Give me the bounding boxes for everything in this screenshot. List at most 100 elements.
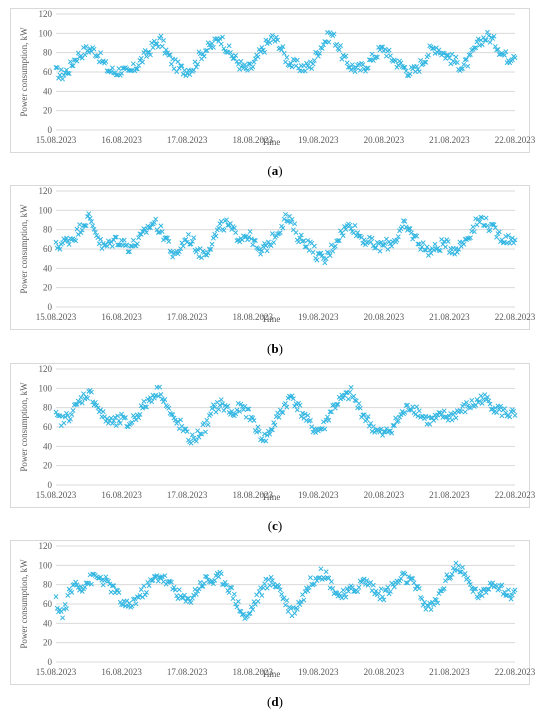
x-axis-title: Time <box>262 669 281 679</box>
data-point <box>486 33 492 39</box>
data-point-marker <box>357 67 363 73</box>
data-point-marker <box>174 69 180 75</box>
data-point <box>158 392 164 397</box>
data-point-marker <box>81 45 86 50</box>
data-point-marker <box>265 239 271 245</box>
data-point-marker <box>251 599 257 605</box>
data-point-marker <box>509 592 515 598</box>
data-point-marker <box>141 398 147 404</box>
data-point-marker <box>311 57 317 63</box>
data-point <box>73 579 79 585</box>
data-point-marker <box>167 52 173 58</box>
data-point-marker <box>271 420 277 426</box>
data-point-marker <box>149 578 155 584</box>
data-point-marker <box>108 239 114 244</box>
data-point-marker <box>349 62 355 68</box>
data-point-marker <box>411 580 417 586</box>
data-point <box>499 413 505 419</box>
data-point-marker <box>182 592 187 598</box>
data-point <box>158 223 164 229</box>
data-point <box>460 564 465 570</box>
data-point-marker <box>508 596 514 602</box>
data-point-marker <box>356 584 362 590</box>
data-point-marker <box>436 47 442 53</box>
data-point-marker <box>227 50 233 55</box>
data-point <box>328 409 334 415</box>
data-point-marker <box>231 591 237 597</box>
data-point-marker <box>82 223 88 228</box>
data-point <box>53 594 59 600</box>
data-point-marker <box>98 50 104 56</box>
data-point-marker <box>229 585 235 591</box>
data-point-marker <box>474 39 480 45</box>
data-point-marker <box>403 403 409 408</box>
data-point-marker <box>234 604 240 610</box>
data-point-marker <box>462 409 468 415</box>
data-point-marker <box>277 230 283 236</box>
data-point-marker <box>369 428 375 434</box>
data-point-marker <box>255 54 261 60</box>
data-point-marker <box>272 584 278 590</box>
y-tick-label: 60 <box>43 422 53 432</box>
data-point-marker <box>98 407 104 413</box>
data-point <box>138 403 144 409</box>
data-point-marker <box>64 235 69 241</box>
data-point-marker <box>205 250 211 256</box>
data-point-marker <box>65 592 71 598</box>
caption-a: (a) <box>267 163 283 178</box>
data-point <box>427 247 433 253</box>
data-point-marker <box>415 413 421 419</box>
data-point-marker <box>129 603 135 609</box>
data-point <box>328 579 334 585</box>
data-point <box>210 402 216 408</box>
data-point <box>433 597 439 603</box>
data-point-marker <box>264 432 270 438</box>
data-point-marker <box>373 245 379 251</box>
chart-panel-c <box>10 363 530 508</box>
data-point-marker <box>360 412 366 418</box>
data-point-marker <box>58 67 64 73</box>
data-point-marker <box>153 41 159 46</box>
data-point-marker <box>380 242 385 248</box>
data-point-marker <box>406 226 412 232</box>
data-point-marker <box>332 405 338 411</box>
x-axis-title: Time <box>262 137 281 147</box>
data-point-marker <box>252 56 258 62</box>
data-point-marker <box>306 65 312 71</box>
data-point-marker <box>186 595 191 601</box>
data-point-marker <box>103 574 109 580</box>
data-point <box>191 592 197 598</box>
x-tick-label: 16.08.2023 <box>101 490 142 500</box>
data-point-marker <box>428 607 434 613</box>
data-point-marker <box>502 52 507 58</box>
data-point <box>466 404 472 410</box>
data-point-marker <box>162 573 168 579</box>
data-point <box>387 241 393 247</box>
data-point-marker <box>462 236 468 242</box>
data-point-marker <box>369 588 375 594</box>
data-point-marker <box>284 404 290 410</box>
data-point-marker <box>432 241 438 247</box>
data-point-marker <box>199 431 205 437</box>
data-point-marker <box>491 222 497 228</box>
data-point-marker <box>482 37 488 43</box>
data-point-marker <box>390 581 396 587</box>
data-point-marker <box>280 410 286 416</box>
data-point <box>355 230 361 236</box>
data-point <box>387 428 393 434</box>
data-point <box>473 45 479 51</box>
data-point-marker <box>95 405 101 411</box>
data-point-marker <box>467 52 473 57</box>
data-point <box>361 412 367 418</box>
data-point-marker <box>192 586 198 592</box>
data-point-marker <box>255 598 261 604</box>
data-point-marker <box>311 581 317 587</box>
data-point-marker <box>376 590 382 596</box>
data-point-marker <box>87 215 93 221</box>
data-point <box>401 64 406 70</box>
data-point-marker <box>220 34 226 40</box>
data-point-marker <box>78 230 84 236</box>
data-point <box>322 426 328 432</box>
data-point-marker <box>467 235 473 241</box>
data-point-marker <box>54 605 60 611</box>
